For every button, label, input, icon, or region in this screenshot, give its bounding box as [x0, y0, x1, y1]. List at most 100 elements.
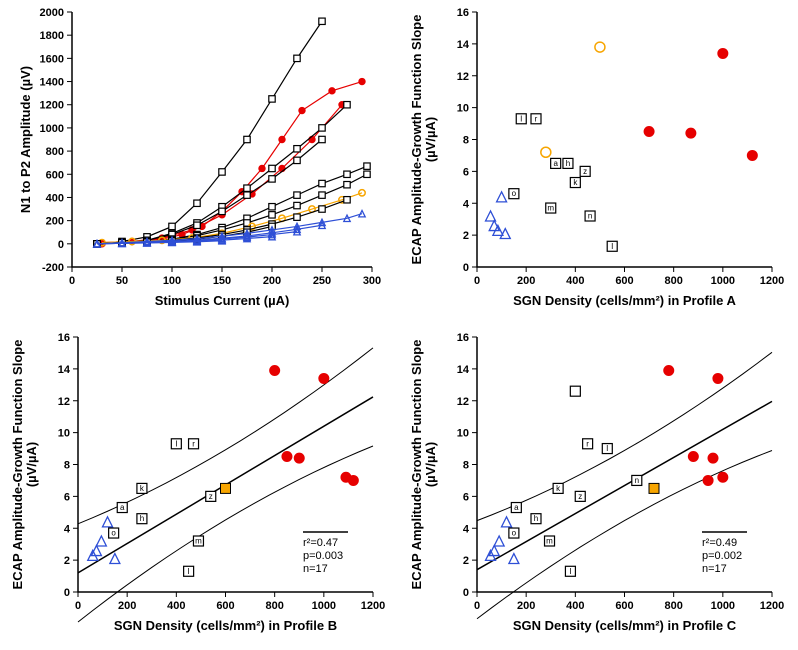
- svg-text:0: 0: [463, 262, 469, 274]
- svg-text:n: n: [588, 212, 592, 221]
- svg-text:a: a: [514, 503, 519, 512]
- svg-text:m: m: [546, 537, 553, 546]
- svg-text:12: 12: [457, 396, 469, 408]
- svg-text:m: m: [547, 204, 554, 213]
- svg-text:0: 0: [69, 275, 75, 287]
- panel-b: 0200400600800100012000246810121416SGN De…: [399, 0, 798, 325]
- svg-text:16: 16: [457, 332, 469, 344]
- svg-text:1400: 1400: [40, 77, 64, 89]
- svg-text:n: n: [635, 476, 639, 485]
- svg-text:800: 800: [664, 600, 682, 612]
- svg-text:600: 600: [615, 275, 633, 287]
- svg-text:50: 50: [116, 275, 128, 287]
- svg-text:2: 2: [64, 555, 70, 567]
- svg-text:SGN Density (cells/mm²) in Pro: SGN Density (cells/mm²) in Profile A: [513, 293, 736, 308]
- svg-text:0: 0: [463, 587, 469, 599]
- svg-text:10: 10: [457, 103, 469, 115]
- svg-text:400: 400: [566, 600, 584, 612]
- svg-text:I: I: [569, 567, 571, 576]
- svg-text:0: 0: [474, 275, 480, 287]
- svg-text:z: z: [209, 492, 213, 501]
- svg-text:0: 0: [75, 600, 81, 612]
- svg-text:2000: 2000: [40, 7, 64, 19]
- svg-text:1000: 1000: [711, 600, 735, 612]
- svg-text:I: I: [520, 114, 522, 123]
- svg-text:8: 8: [463, 460, 469, 472]
- svg-text:1000: 1000: [40, 123, 64, 135]
- svg-text:1200: 1200: [40, 100, 64, 112]
- svg-text:1200: 1200: [760, 275, 784, 287]
- svg-text:r²=0.47: r²=0.47: [303, 537, 338, 549]
- svg-text:(µV/µA): (µV/µA): [423, 442, 438, 487]
- svg-text:r: r: [535, 114, 538, 123]
- svg-text:h: h: [140, 514, 144, 523]
- svg-text:300: 300: [363, 275, 381, 287]
- svg-text:(µV/µA): (µV/µA): [423, 117, 438, 162]
- svg-text:800: 800: [664, 275, 682, 287]
- svg-text:8: 8: [64, 460, 70, 472]
- svg-text:0: 0: [64, 587, 70, 599]
- svg-text:12: 12: [58, 396, 70, 408]
- svg-text:1000: 1000: [711, 275, 735, 287]
- svg-text:400: 400: [566, 275, 584, 287]
- svg-text:ECAP Amplitude-Growth Function: ECAP Amplitude-Growth Function Slope: [409, 15, 424, 265]
- svg-text:a: a: [553, 159, 558, 168]
- svg-text:n=17: n=17: [303, 563, 328, 575]
- svg-text:0: 0: [474, 600, 480, 612]
- svg-text:SGN Density (cells/mm²) in Pro: SGN Density (cells/mm²) in Profile B: [114, 618, 337, 633]
- svg-text:600: 600: [46, 169, 64, 181]
- svg-text:m: m: [195, 537, 202, 546]
- svg-text:I: I: [188, 567, 190, 576]
- svg-text:16: 16: [58, 332, 70, 344]
- svg-text:ECAP Amplitude-Growth Function: ECAP Amplitude-Growth Function Slope: [409, 340, 424, 590]
- svg-text:N1 to P2 Amplitude (µV): N1 to P2 Amplitude (µV): [18, 66, 33, 213]
- svg-text:14: 14: [457, 364, 470, 376]
- figure-grid: 050100150200250300-200020040060080010001…: [0, 0, 798, 650]
- svg-text:12: 12: [457, 71, 469, 83]
- svg-text:14: 14: [58, 364, 71, 376]
- svg-text:150: 150: [213, 275, 231, 287]
- svg-text:h: h: [566, 159, 570, 168]
- svg-text:z: z: [583, 167, 587, 176]
- panel-c: 0200400600800100012000246810121416SGN De…: [0, 325, 399, 650]
- svg-text:6: 6: [64, 491, 70, 503]
- svg-text:800: 800: [265, 600, 283, 612]
- svg-text:600: 600: [615, 600, 633, 612]
- svg-text:10: 10: [58, 428, 70, 440]
- svg-text:1000: 1000: [312, 600, 336, 612]
- svg-text:I: I: [606, 444, 608, 453]
- panel-a: 050100150200250300-200020040060080010001…: [0, 0, 399, 325]
- svg-text:Stimulus Current (µA): Stimulus Current (µA): [155, 293, 290, 308]
- svg-text:r: r: [586, 439, 589, 448]
- svg-text:200: 200: [118, 600, 136, 612]
- svg-text:400: 400: [167, 600, 185, 612]
- svg-text:4: 4: [463, 523, 470, 535]
- svg-text:ECAP Amplitude-Growth Function: ECAP Amplitude-Growth Function Slope: [10, 340, 25, 590]
- svg-text:-200: -200: [42, 262, 64, 274]
- panel-d: 0200400600800100012000246810121416SGN De…: [399, 325, 798, 650]
- svg-text:8: 8: [463, 135, 469, 147]
- svg-text:h: h: [534, 514, 538, 523]
- svg-text:4: 4: [463, 198, 470, 210]
- svg-text:o: o: [111, 529, 116, 538]
- svg-text:6: 6: [463, 491, 469, 503]
- svg-text:0: 0: [58, 239, 64, 251]
- svg-text:14: 14: [457, 39, 470, 51]
- svg-text:1200: 1200: [760, 600, 784, 612]
- svg-text:1200: 1200: [361, 600, 385, 612]
- svg-text:200: 200: [263, 275, 281, 287]
- svg-text:p=0.003: p=0.003: [303, 550, 343, 562]
- svg-text:10: 10: [457, 428, 469, 440]
- svg-text:250: 250: [313, 275, 331, 287]
- svg-text:100: 100: [163, 275, 181, 287]
- svg-text:o: o: [512, 529, 517, 538]
- svg-text:600: 600: [216, 600, 234, 612]
- svg-text:200: 200: [517, 275, 535, 287]
- svg-text:6: 6: [463, 166, 469, 178]
- svg-text:1800: 1800: [40, 30, 64, 42]
- svg-text:SGN Density (cells/mm²) in Pro: SGN Density (cells/mm²) in Profile C: [513, 618, 737, 633]
- svg-text:a: a: [120, 503, 125, 512]
- svg-text:(µV/µA): (µV/µA): [24, 442, 39, 487]
- svg-text:z: z: [578, 492, 582, 501]
- svg-text:16: 16: [457, 7, 469, 19]
